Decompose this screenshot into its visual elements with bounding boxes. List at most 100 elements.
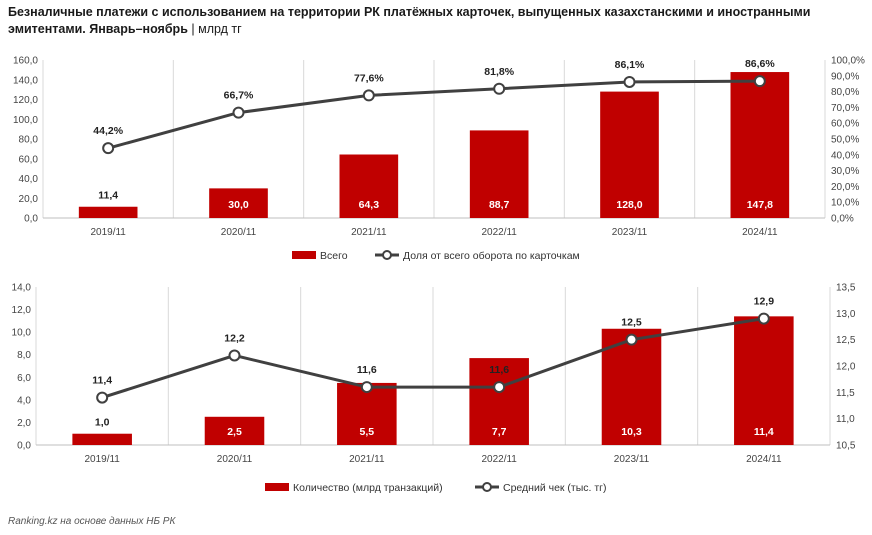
legend-bar-swatch xyxy=(265,483,289,491)
legend-line-marker xyxy=(482,482,492,492)
legend-bar-label: Всего xyxy=(320,250,348,262)
bar-data-label: 147,8 xyxy=(747,199,773,211)
x-tick-label: 2019/11 xyxy=(84,454,120,465)
y2-tick-label: 80,0% xyxy=(831,87,859,98)
y-tick-label: 6,0 xyxy=(17,373,31,384)
y2-tick-label: 12,0 xyxy=(836,362,856,373)
line-data-label: 86,6% xyxy=(745,58,775,70)
legend-bar-label: Количество (млрд транзакций) xyxy=(293,482,443,494)
y-tick-label: 160,0 xyxy=(13,56,38,67)
x-tick-label: 2024/11 xyxy=(746,454,782,465)
line-point xyxy=(102,142,115,155)
legend-line-label: Доля от всего оборота по карточкам xyxy=(403,250,580,262)
bar xyxy=(469,358,529,445)
y-tick-label: 80,0 xyxy=(19,135,39,146)
bar xyxy=(734,316,794,445)
line-point xyxy=(228,349,241,362)
x-tick-label: 2022/11 xyxy=(481,454,517,465)
legend-line-marker xyxy=(382,250,392,260)
x-tick-label: 2019/11 xyxy=(90,227,126,238)
y2-tick-label: 12,5 xyxy=(836,335,856,346)
bar xyxy=(72,433,132,445)
bar-data-label: 64,3 xyxy=(359,199,380,211)
series-line xyxy=(101,317,765,400)
line-point xyxy=(625,333,638,346)
y2-tick-label: 11,0 xyxy=(836,414,855,425)
y-tick-label: 14,0 xyxy=(12,283,32,294)
x-tick-label: 2022/11 xyxy=(481,227,517,238)
bar xyxy=(78,206,138,218)
x-tick-label: 2021/11 xyxy=(351,227,387,238)
bar-data-label: 11,4 xyxy=(98,190,118,202)
bar xyxy=(339,154,399,218)
chart-title: Безналичные платежи с использованием на … xyxy=(8,4,868,38)
bar-data-label: 30,0 xyxy=(228,199,249,211)
line-point xyxy=(753,75,766,88)
line-point xyxy=(493,381,506,394)
chart-title-main: Безналичные платежи с использованием на … xyxy=(8,5,811,36)
y-tick-label: 60,0 xyxy=(19,154,39,165)
line-data-label: 12,2 xyxy=(224,332,245,344)
line-data-label: 66,7% xyxy=(224,90,254,102)
chart-unit: млрд тг xyxy=(198,22,242,36)
y-tick-label: 120,0 xyxy=(13,95,38,106)
chart-transactions-count: 0,0 2,0 4,0 6,0 8,0 10,0 12,0 14,0 10,5 11,0 11,5 1… xyxy=(12,283,856,495)
bar-data-label: 7,7 xyxy=(492,426,507,438)
y-tick-label: 20,0 xyxy=(19,194,39,205)
bar-data-label: 1,0 xyxy=(95,417,110,429)
line-point xyxy=(96,391,109,404)
y2-tick-label: 10,0% xyxy=(831,198,859,209)
bar xyxy=(337,382,397,445)
x-tick-label: 2023/11 xyxy=(614,454,650,465)
y2-tick-label: 11,5 xyxy=(836,388,855,399)
y2-tick-label: 30,0% xyxy=(831,166,859,177)
line-point xyxy=(362,89,375,102)
x-tick-label: 2024/11 xyxy=(742,227,778,238)
title-separator: | xyxy=(191,22,195,36)
bar-data-label: 88,7 xyxy=(489,199,510,211)
y2-tick-label: 0,0% xyxy=(831,214,854,225)
y-tick-label: 0,0 xyxy=(17,441,31,452)
y2-tick-label: 20,0% xyxy=(831,182,859,193)
x-tick-label: 2023/11 xyxy=(612,227,648,238)
y2-tick-label: 40,0% xyxy=(831,150,859,161)
y2-tick-label: 50,0% xyxy=(831,135,859,146)
bar xyxy=(600,91,659,218)
line-data-label: 11,4 xyxy=(92,375,112,387)
y-tick-label: 2,0 xyxy=(17,418,31,429)
y2-tick-label: 10,5 xyxy=(836,441,856,452)
y-tick-label: 10,0 xyxy=(12,328,32,339)
line-data-label: 11,6 xyxy=(489,364,509,376)
bar xyxy=(204,416,265,445)
y2-tick-label: 90,0% xyxy=(831,71,859,82)
chart-card-payments-volume: 0,0 20,0 40,0 60,0 80,0 100,0 120,0 140,0 160,0 0… xyxy=(13,56,865,263)
bar xyxy=(469,130,529,218)
bar xyxy=(730,72,790,218)
y-tick-label: 100,0 xyxy=(13,115,38,126)
legend-bar-swatch xyxy=(292,251,316,259)
y-tick-label: 140,0 xyxy=(13,75,38,86)
source-note: Ranking.kz на основе данных НБ РК xyxy=(8,516,176,527)
line-point xyxy=(232,106,245,119)
line-point xyxy=(360,381,373,394)
series-line xyxy=(107,79,760,150)
y-tick-label: 40,0 xyxy=(19,174,39,185)
line-data-label: 12,5 xyxy=(621,317,642,329)
y-tick-label: 8,0 xyxy=(17,350,31,361)
line-point xyxy=(623,75,636,88)
line-point xyxy=(757,312,770,325)
y-tick-label: 12,0 xyxy=(12,305,32,316)
bar-data-label: 10,3 xyxy=(621,426,642,438)
bar-data-label: 11,4 xyxy=(754,426,774,438)
bar-data-label: 128,0 xyxy=(616,199,642,211)
x-tick-label: 2021/11 xyxy=(349,454,385,465)
x-tick-label: 2020/11 xyxy=(217,454,253,465)
line-data-label: 77,6% xyxy=(354,72,384,84)
x-tick-label: 2020/11 xyxy=(221,227,257,238)
bar-data-label: 5,5 xyxy=(360,426,375,438)
y2-tick-label: 13,5 xyxy=(836,283,856,294)
y-tick-label: 0,0 xyxy=(24,214,38,225)
line-point xyxy=(493,82,506,95)
line-data-label: 86,1% xyxy=(615,59,645,71)
y2-tick-label: 100,0% xyxy=(831,56,865,67)
